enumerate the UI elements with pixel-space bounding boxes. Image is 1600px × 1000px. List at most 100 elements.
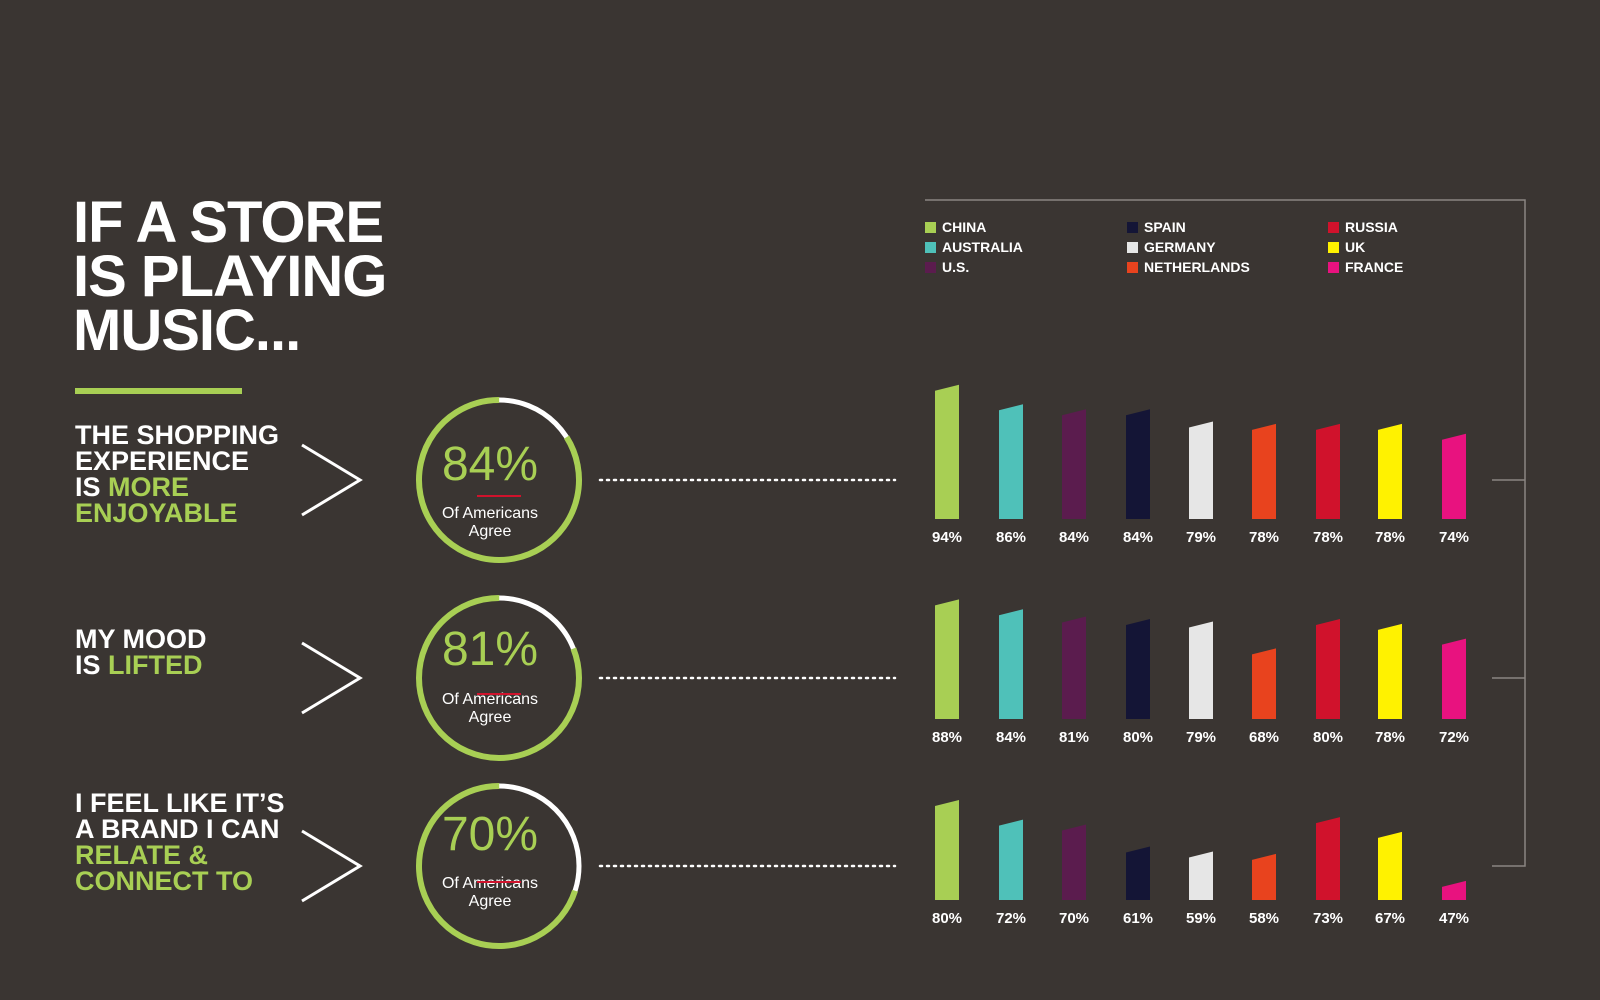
- legend-label: UK: [1345, 239, 1366, 255]
- statement-line: EXPERIENCE: [75, 446, 250, 476]
- bar-value-label: 78%: [1249, 529, 1279, 546]
- stat-caption-line: Of Americans: [441, 505, 539, 522]
- statement-text: IS: [75, 472, 109, 502]
- legend-swatch: [1127, 261, 1138, 273]
- bar: [1252, 853, 1276, 900]
- bar: [1378, 623, 1402, 719]
- bar-value-label: 72%: [1439, 729, 1469, 746]
- legend-item: UK: [1328, 239, 1365, 255]
- statement-line: A BRAND I CAN: [75, 814, 280, 844]
- bar-value-label: 94%: [932, 529, 962, 546]
- bar: [1062, 409, 1086, 519]
- bar-value-label: 78%: [1375, 529, 1405, 546]
- legend-item: RUSSIA: [1328, 219, 1398, 235]
- stat-caption: Of Americans Agree: [405, 505, 575, 541]
- stat-caption: Of Americans Agree: [405, 875, 575, 911]
- bar-value-label: 78%: [1313, 529, 1343, 546]
- chevron-right-icon: [301, 641, 363, 715]
- title-underline: [75, 388, 242, 394]
- stat-ring-progress: [416, 595, 582, 761]
- bar: [1378, 423, 1402, 519]
- bar-value-label: 84%: [1123, 529, 1153, 546]
- title-line: MUSIC...: [73, 298, 301, 363]
- statement-line: THE SHOPPING: [75, 420, 280, 450]
- chevron-right-icon: [301, 443, 363, 517]
- bar: [935, 800, 959, 900]
- stat-caption: Of Americans Agree: [405, 691, 575, 727]
- bar-value-label: 70%: [1059, 910, 1089, 927]
- stat-ring-progress: [416, 783, 582, 949]
- bar: [1316, 619, 1340, 719]
- bar: [1316, 423, 1340, 519]
- bar: [1126, 846, 1150, 900]
- title-line: IF A STORE: [73, 190, 384, 255]
- statement-line: IS MORE: [75, 472, 305, 502]
- bar-value-label: 47%: [1439, 910, 1469, 927]
- stat-caption-line: Agree: [468, 893, 512, 910]
- legend-item: NETHERLANDS: [1127, 259, 1250, 275]
- bar-value-label: 88%: [932, 729, 962, 746]
- statement-text: IS: [75, 650, 109, 680]
- statement-line: I FEEL LIKE IT’S: [75, 788, 285, 818]
- bar: [1252, 423, 1276, 519]
- statement-line: RELATE &: [75, 840, 208, 870]
- bar-value-label: 80%: [932, 910, 962, 927]
- stat-value: 84%: [441, 438, 539, 491]
- stat-caption-line: Agree: [468, 709, 512, 726]
- bar: [1316, 817, 1340, 900]
- statement-2: MY MOOD IS LIFTED: [75, 624, 305, 680]
- chevron-right-icon: [301, 829, 363, 903]
- chart-bracket: [925, 199, 1526, 867]
- bar: [1126, 619, 1150, 719]
- stat-caption-line: Agree: [468, 523, 512, 540]
- statement-line: ENJOYABLE: [75, 498, 238, 528]
- legend-swatch: [1127, 241, 1138, 253]
- main-title: IF A STORE IS PLAYING MUSIC...: [73, 190, 393, 363]
- stat-ring-track: [416, 595, 582, 761]
- bar: [1126, 409, 1150, 519]
- legend-swatch: [1328, 261, 1339, 273]
- stat-caption-line: Of Americans: [441, 691, 539, 708]
- bar: [1442, 433, 1466, 519]
- bar-value-label: 74%: [1439, 529, 1469, 546]
- legend-swatch: [925, 261, 936, 273]
- legend-item: SPAIN: [1127, 219, 1186, 235]
- legend-item: FRANCE: [1328, 259, 1403, 275]
- bar-value-label: 79%: [1186, 729, 1216, 746]
- bar-value-label: 61%: [1123, 910, 1153, 927]
- legend-label: SPAIN: [1144, 219, 1186, 235]
- statement-highlight: MORE: [108, 472, 190, 502]
- statement-line: MY MOOD: [75, 624, 207, 654]
- bar-value-label: 86%: [996, 529, 1026, 546]
- bar: [999, 819, 1023, 900]
- bar-value-label: 81%: [1059, 729, 1089, 746]
- legend-swatch: [925, 221, 936, 233]
- bar: [999, 609, 1023, 719]
- stat-value: 70%: [441, 808, 539, 861]
- legend-label: RUSSIA: [1345, 219, 1398, 235]
- statement-1: THE SHOPPING EXPERIENCE IS MORE ENJOYABL…: [75, 420, 305, 528]
- legend-label: GERMANY: [1144, 239, 1216, 255]
- bar-value-label: 73%: [1313, 910, 1343, 927]
- bar-value-label: 68%: [1249, 729, 1279, 746]
- stat-caption-line: Of Americans: [441, 875, 539, 892]
- bar: [1378, 831, 1402, 900]
- bar: [935, 599, 959, 719]
- statement-3: I FEEL LIKE IT’S A BRAND I CAN RELATE & …: [75, 788, 305, 895]
- legend-swatch: [1328, 241, 1339, 253]
- bar-value-label: 80%: [1123, 729, 1153, 746]
- bar: [1189, 621, 1213, 719]
- bar-value-label: 58%: [1249, 910, 1279, 927]
- bar: [1442, 638, 1466, 719]
- bar: [1252, 648, 1276, 719]
- bar-value-label: 78%: [1375, 729, 1405, 746]
- legend-item: AUSTRALIA: [925, 239, 1023, 255]
- bar-value-label: 84%: [996, 729, 1026, 746]
- legend-swatch: [1328, 221, 1339, 233]
- bar-value-label: 84%: [1059, 529, 1089, 546]
- bar-value-label: 80%: [1313, 729, 1343, 746]
- legend-swatch: [925, 241, 936, 253]
- bar-value-label: 72%: [996, 910, 1026, 927]
- legend-label: CHINA: [942, 219, 987, 235]
- legend-label: AUSTRALIA: [942, 239, 1023, 255]
